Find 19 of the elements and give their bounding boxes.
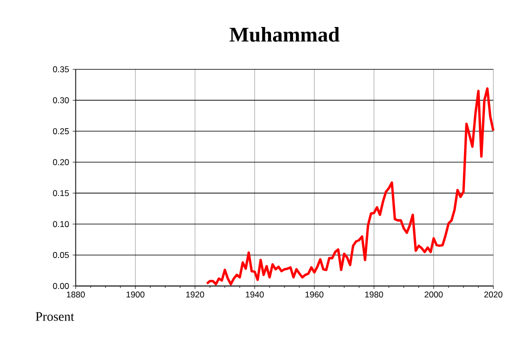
y-tick-label: 0.05 [53, 252, 69, 258]
x-tick-label: 1920 [186, 292, 204, 298]
x-tick-label: 1900 [126, 292, 144, 298]
y-tick-label: 0.15 [53, 190, 69, 196]
x-tick-label: 1960 [306, 292, 324, 298]
x-tick-label: 1980 [365, 292, 384, 298]
x-tick-label: 2020 [484, 292, 502, 298]
x-tick-label: 1940 [246, 292, 264, 298]
line-series [206, 87, 495, 286]
chart-title: Muhammad [230, 27, 340, 42]
y-tick-label: 0.30 [53, 97, 69, 104]
x-tick-label: 1880 [66, 292, 85, 298]
x-tick-label: 2000 [424, 292, 443, 298]
y-tick-label: 0.25 [53, 128, 69, 134]
y-tick-label: 0.10 [53, 221, 69, 228]
y-tick-label: 0.35 [53, 66, 69, 72]
y-tick-label: 0.00 [53, 283, 69, 289]
y-axis-title: Prosent [36, 312, 74, 321]
y-tick-label: 0.20 [53, 159, 69, 166]
